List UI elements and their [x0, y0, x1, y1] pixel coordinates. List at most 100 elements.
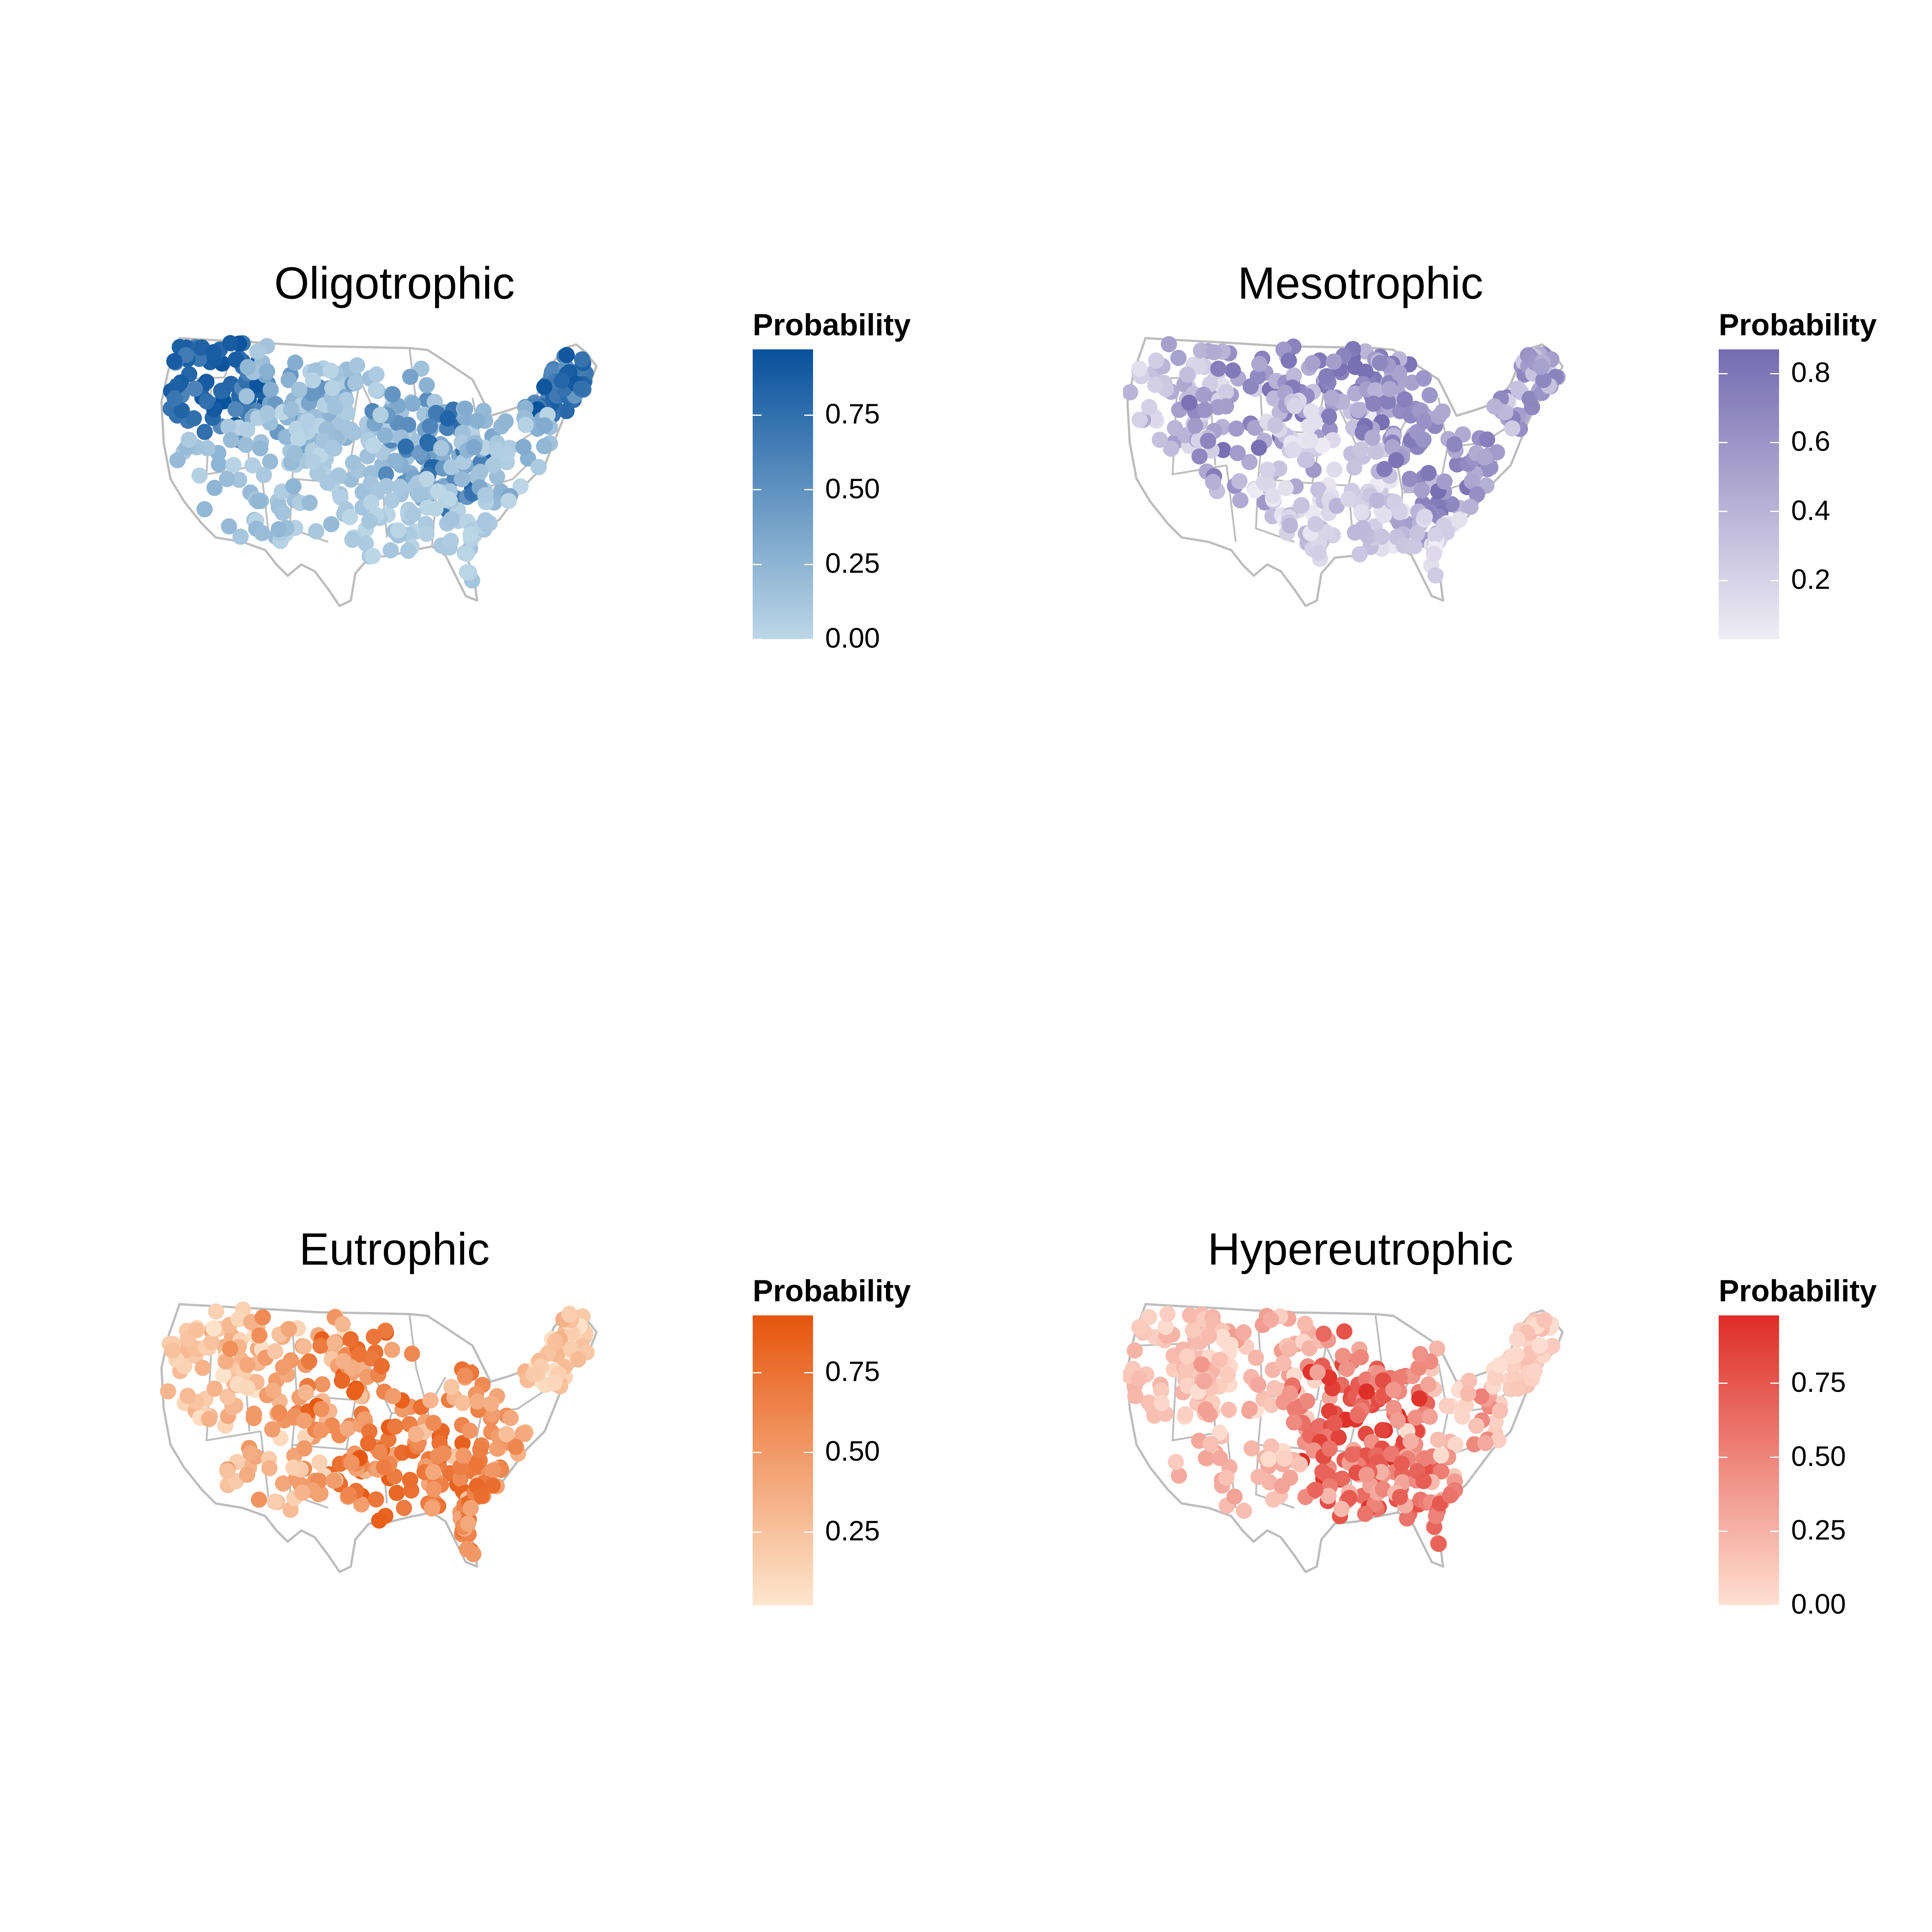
lake-point	[384, 1342, 400, 1358]
lake-point	[1131, 411, 1148, 428]
lake-point	[1259, 461, 1276, 478]
lake-point	[1304, 355, 1321, 372]
lake-point	[1231, 473, 1248, 489]
lake-point	[1473, 1388, 1489, 1405]
lake-point	[1326, 1415, 1343, 1432]
lake-point	[1385, 1381, 1402, 1398]
panel-title: Hypereutrophic	[1208, 1224, 1513, 1274]
lake-point	[1193, 343, 1209, 359]
lake-point	[402, 369, 419, 385]
lake-point	[1256, 474, 1272, 491]
lake-point	[435, 1445, 452, 1462]
lake-point	[339, 405, 356, 421]
lake-point	[1353, 504, 1370, 520]
lake-point	[1197, 402, 1213, 418]
state-border	[1226, 465, 1237, 542]
legend-tick-label: 0.50	[825, 473, 880, 504]
lake-point	[1476, 449, 1493, 466]
lake-point	[537, 417, 553, 434]
lake-point	[1314, 1463, 1331, 1480]
legend-tick-mark	[1719, 511, 1779, 512]
lake-point	[1287, 1401, 1303, 1418]
lake-point	[1411, 1390, 1428, 1407]
lake-point	[1177, 1406, 1193, 1422]
lake-point	[1379, 393, 1396, 410]
lake-point	[1215, 442, 1232, 458]
lake-point	[194, 1360, 211, 1376]
lake-point	[275, 505, 291, 521]
lake-point	[1163, 440, 1179, 457]
lake-point	[1385, 1400, 1402, 1416]
lake-point	[311, 1454, 328, 1471]
state-border	[408, 1314, 429, 1409]
legend-color-bar	[753, 349, 813, 639]
lake-point	[1250, 1469, 1267, 1485]
legend-tick-mark	[753, 489, 813, 491]
legend-tick-label: 0.25	[825, 1515, 880, 1547]
lake-point	[1333, 1501, 1350, 1517]
lake-point	[1275, 1355, 1292, 1371]
lake-point	[239, 1380, 256, 1396]
lake-point	[1243, 1440, 1260, 1457]
lake-point	[1160, 336, 1177, 353]
lake-point	[425, 1481, 442, 1497]
lake-point	[508, 1439, 524, 1455]
lake-point	[1241, 1401, 1258, 1417]
lake-point	[1196, 1373, 1212, 1389]
lake-point	[1220, 1402, 1237, 1418]
lake-point	[1386, 493, 1403, 510]
lake-point	[1153, 1395, 1170, 1412]
lake-point	[1416, 508, 1433, 525]
legend-tick-mark	[753, 638, 813, 640]
lake-point	[1402, 1433, 1419, 1450]
lake-point	[1206, 344, 1222, 361]
lake-point	[405, 506, 421, 522]
lake-point	[1463, 473, 1480, 490]
lake-point	[1282, 1470, 1298, 1486]
lake-point	[1462, 499, 1479, 515]
lake-point	[1461, 1373, 1478, 1389]
lake-point	[1280, 352, 1297, 369]
lake-point	[383, 492, 400, 509]
lake-point	[1127, 1388, 1144, 1404]
lake-point	[222, 335, 239, 351]
lake-point	[1384, 439, 1401, 456]
lake-point	[1297, 1315, 1313, 1332]
lake-point	[1212, 1450, 1228, 1466]
lake-point	[1477, 1435, 1494, 1451]
lake-point	[1232, 492, 1249, 509]
lake-point	[275, 1359, 291, 1375]
lake-point	[164, 1342, 181, 1359]
lake-point	[160, 1383, 176, 1399]
lake-point	[208, 1303, 224, 1320]
lake-point	[270, 521, 287, 538]
lake-point	[314, 1376, 330, 1393]
panel-hypereutrophic: Hypereutrophic Probability 0.00 0.25 0.50 0.7…	[966, 966, 1932, 1932]
legend-tick-mark	[1719, 1530, 1779, 1532]
lake-point	[1410, 1360, 1427, 1376]
legend-color-bar	[1719, 1315, 1779, 1605]
legend-tick-mark	[1719, 580, 1779, 581]
lake-point	[1504, 420, 1521, 437]
lake-point	[367, 382, 384, 398]
lake-point	[1375, 1481, 1391, 1497]
lake-point	[1218, 1470, 1235, 1486]
lake-point	[1131, 1371, 1147, 1387]
lake-point	[425, 1415, 442, 1431]
lake-point	[1218, 384, 1234, 400]
lake-point	[1263, 1397, 1280, 1414]
legend-tick-label: 0.8	[1791, 357, 1831, 388]
lake-point	[305, 453, 322, 470]
lake-point	[1352, 441, 1369, 458]
lake-point	[1430, 1431, 1446, 1448]
lake-point	[259, 405, 276, 422]
panel-title: Mesotrophic	[1237, 258, 1484, 308]
lake-point	[1414, 482, 1430, 499]
lake-point	[1147, 376, 1164, 393]
lake-point	[1433, 1463, 1449, 1480]
lake-point	[1211, 1424, 1228, 1441]
lake-point	[1357, 1505, 1373, 1522]
lake-point	[485, 1462, 501, 1479]
legend-tick-mark	[1719, 373, 1779, 374]
lake-point	[1428, 1508, 1444, 1524]
